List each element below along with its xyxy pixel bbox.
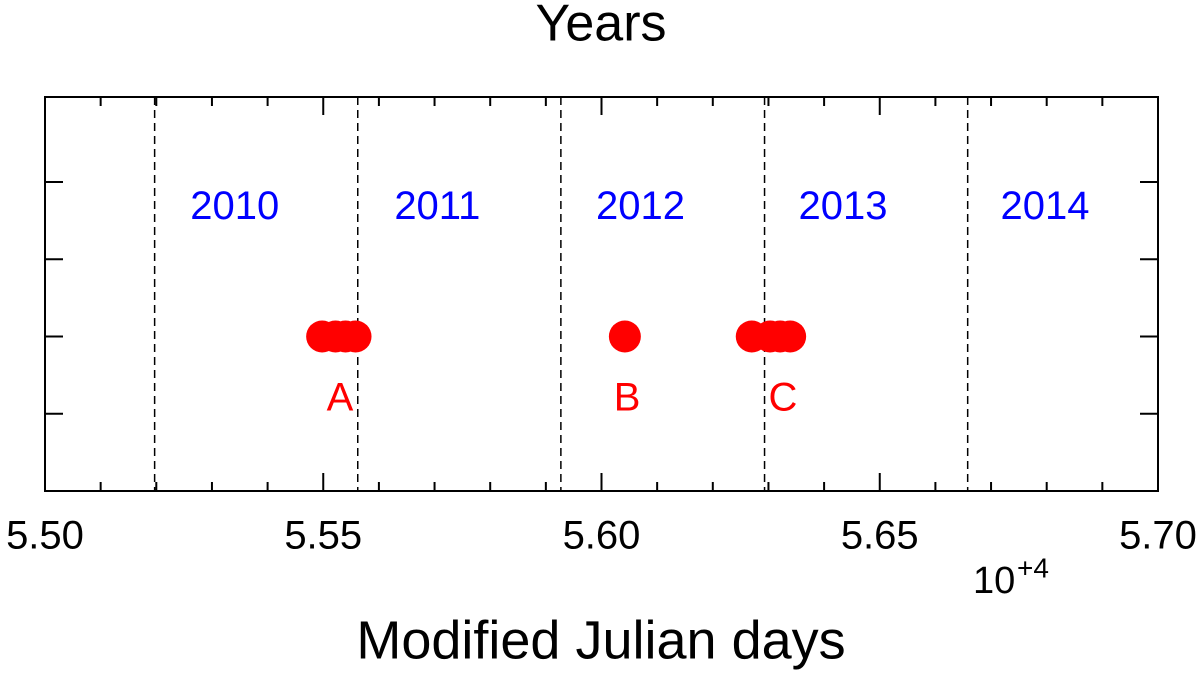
plot-frame	[44, 96, 1159, 492]
x-tick-label: 5.60	[563, 514, 641, 558]
annotation: A	[327, 375, 354, 419]
chart-title: Years	[535, 0, 666, 53]
x-tick-label: 5.65	[841, 514, 919, 558]
x-tick-label: 5.70	[1119, 514, 1197, 558]
point	[774, 320, 807, 353]
annotation: 2010	[190, 184, 279, 228]
x-multiplier-exponent: +4	[1017, 552, 1049, 583]
annotation: C	[768, 375, 797, 419]
annotation: 2012	[596, 184, 685, 228]
annotation: 2013	[799, 184, 888, 228]
annotation: 2011	[394, 184, 480, 228]
annotation: B	[614, 375, 641, 419]
point	[339, 320, 372, 353]
x-axis-label: Modified Julian days	[356, 610, 845, 670]
x-multiplier-base: 10	[973, 560, 1015, 602]
point	[608, 320, 641, 353]
x-tick-label: 5.50	[6, 514, 84, 558]
x-tick-label: 5.55	[284, 514, 362, 558]
annotation: 2014	[1001, 184, 1090, 228]
